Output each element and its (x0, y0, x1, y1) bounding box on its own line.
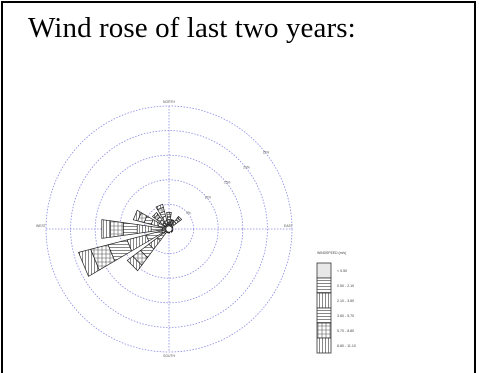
ring-label-2: 10% (205, 196, 212, 200)
legend-label-3: 2.10 - 3.60 (337, 299, 354, 303)
petal-WSW (79, 230, 166, 276)
legend-label-2: 0.50 - 2.10 (337, 284, 354, 288)
legend-label-4: 3.60 - 5.70 (337, 314, 354, 318)
ring-label-5: 25% (263, 150, 270, 154)
legend-label-5: 5.70 - 8.80 (337, 329, 354, 333)
legend: WINDSPEED (m/s) < 0.50 0.50 - 2.10 2.10 - 3… (317, 251, 356, 353)
petal-W-bin-1 (163, 228, 166, 230)
petal-N-bin-6 (167, 212, 172, 214)
petal-W-bin-5 (111, 221, 124, 237)
petal-N-bin-3 (168, 220, 171, 223)
direction-label-south: SOUTH (163, 354, 175, 358)
legend-label-6: 8.80 - 11.10 (337, 344, 356, 348)
legend-title: WINDSPEED (m/s) (317, 251, 346, 255)
petal-N-bin-5 (167, 214, 171, 217)
ring-label-3: 15% (224, 181, 231, 185)
ring-label-1: 5% (186, 211, 191, 215)
calm-circle (166, 226, 172, 232)
ring-labels: 5% 10% 15% 20% 25% (186, 150, 269, 215)
petal-W-bin-3 (137, 225, 151, 234)
ring-label-4: 20% (243, 165, 250, 169)
legend-swatch-5 (317, 323, 331, 338)
legend-swatch-1 (317, 263, 331, 278)
petal-W-bin-4 (123, 223, 137, 236)
legend-swatch-2 (317, 278, 331, 293)
petal-W-bin-6 (102, 220, 111, 239)
petal-N-bin-4 (167, 217, 170, 220)
legend-label-1: < 0.50 (337, 269, 347, 273)
direction-label-north: NORTH (163, 100, 176, 104)
legend-swatch-4 (317, 308, 331, 323)
petals (79, 204, 182, 276)
legend-swatch-6 (317, 338, 331, 353)
direction-label-west: WEST (36, 224, 46, 228)
direction-label-east: EAST (284, 224, 293, 228)
legend-swatch-3 (317, 293, 331, 308)
